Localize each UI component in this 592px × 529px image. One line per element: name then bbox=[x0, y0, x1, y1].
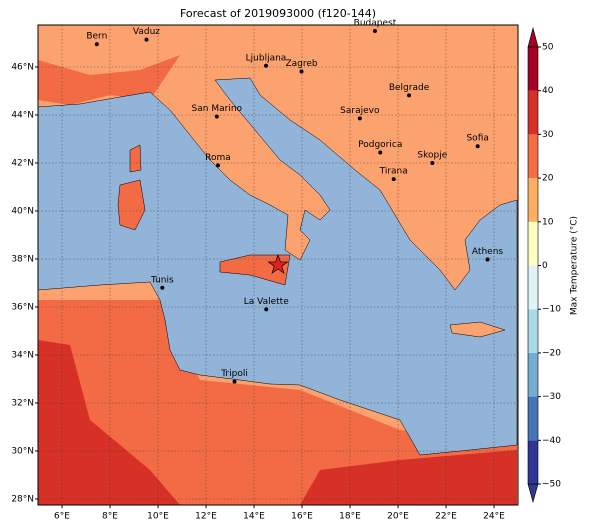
x-tick-label: 8°E bbox=[102, 512, 118, 522]
colorbar-tick-label: 40 bbox=[542, 86, 554, 96]
city-marker bbox=[264, 307, 269, 312]
city-label: Tunis bbox=[150, 275, 174, 285]
colorbar-tick-label: 10 bbox=[542, 217, 554, 227]
warm-zone bbox=[38, 55, 180, 105]
city-marker bbox=[475, 144, 480, 149]
colorbar-extend-bottom bbox=[527, 483, 539, 504]
x-tick-label: 14°E bbox=[243, 512, 265, 522]
y-tick-label: 32°N bbox=[11, 399, 34, 409]
city-marker bbox=[160, 285, 165, 290]
colorbar-segment bbox=[528, 178, 538, 222]
star-marker bbox=[267, 253, 289, 274]
colorbar-tick-label: 20 bbox=[542, 174, 554, 184]
sardinia bbox=[117, 179, 146, 231]
hot-zone bbox=[38, 340, 517, 505]
city-marker bbox=[94, 42, 99, 47]
city-marker bbox=[232, 379, 237, 384]
city-label: Sarajevo bbox=[340, 106, 380, 116]
city-marker bbox=[144, 37, 149, 42]
colorbar-tick-label: −10 bbox=[542, 305, 561, 315]
city-marker bbox=[264, 63, 268, 68]
colorbar-tick-label: −40 bbox=[542, 436, 561, 446]
x-tick-label: 10°E bbox=[147, 512, 169, 522]
title: Forecast of 2019093000 (f120-144) bbox=[180, 7, 376, 20]
crete bbox=[449, 321, 506, 338]
colorbar-segment bbox=[528, 221, 538, 266]
colorbar-segment bbox=[528, 134, 538, 179]
y-tick-label: 36°N bbox=[11, 303, 34, 313]
city-marker bbox=[372, 29, 377, 33]
y-tick-label: 44°N bbox=[11, 111, 34, 121]
x-tick-label: 12°E bbox=[195, 512, 217, 522]
city-label: Tirana bbox=[379, 167, 408, 177]
city-marker bbox=[391, 177, 396, 182]
y-tick-label: 42°N bbox=[11, 159, 34, 169]
x-tick-label: 20°E bbox=[387, 512, 409, 522]
city-label: Skopje bbox=[417, 151, 447, 161]
colorbar-segment bbox=[528, 396, 538, 441]
colorbar-segment bbox=[528, 352, 538, 397]
x-tick-label: 6°E bbox=[54, 512, 70, 522]
city-label: Budapest bbox=[354, 19, 397, 29]
colorbar-label: Max Temperature (°C) bbox=[570, 216, 580, 315]
city-marker bbox=[299, 69, 304, 74]
y-tick-label: 46°N bbox=[11, 63, 34, 73]
colorbar-segment bbox=[528, 90, 538, 135]
colorbar-tick-label: 30 bbox=[542, 130, 554, 140]
y-tick-label: 34°N bbox=[11, 351, 34, 361]
city-marker bbox=[357, 116, 362, 121]
colorbar-tick-label: 50 bbox=[542, 43, 554, 53]
y-tick-label: 28°N bbox=[11, 495, 34, 505]
y-tick-label: 38°N bbox=[11, 255, 34, 265]
colorbar-tick-label: 0 bbox=[542, 261, 548, 271]
x-tick-label: 22°E bbox=[435, 512, 457, 522]
colorbar-tick-label: −50 bbox=[542, 480, 561, 490]
city-label: Athens bbox=[472, 247, 503, 257]
colorbar-segment bbox=[528, 440, 538, 484]
city-label: Podgorica bbox=[358, 140, 402, 150]
colorbar-tick-label: −30 bbox=[542, 392, 561, 402]
colorbar-tick-label: −20 bbox=[542, 348, 561, 358]
colorbar-extend-top bbox=[527, 26, 539, 48]
city-marker bbox=[378, 150, 383, 155]
city-label: Tripoli bbox=[220, 369, 248, 379]
city-label: Vaduz bbox=[133, 27, 160, 37]
city-marker bbox=[407, 93, 412, 98]
city-marker bbox=[216, 163, 220, 168]
city-label: Bern bbox=[86, 32, 107, 42]
city-label: Sofia bbox=[466, 134, 488, 144]
city-label: Belgrade bbox=[389, 83, 430, 93]
city-label: Roma bbox=[205, 153, 231, 163]
city-label: Ljubljana bbox=[246, 53, 287, 63]
colorbar-segment bbox=[528, 47, 538, 91]
x-tick-label: 24°E bbox=[483, 512, 505, 522]
x-tick-label: 16°E bbox=[291, 512, 313, 522]
city-marker bbox=[485, 257, 490, 262]
colorbar-segment bbox=[528, 265, 538, 310]
city-label: San Marino bbox=[192, 104, 243, 114]
city-marker bbox=[214, 114, 219, 119]
colorbar-segment bbox=[528, 309, 538, 353]
map-frame bbox=[37, 24, 519, 506]
city-label: La Valette bbox=[244, 297, 289, 307]
city-label: Zagreb bbox=[285, 59, 317, 69]
corsica bbox=[129, 144, 142, 173]
x-tick-label: 18°E bbox=[339, 512, 361, 522]
y-tick-label: 40°N bbox=[11, 207, 34, 217]
city-marker bbox=[430, 161, 435, 165]
y-tick-label: 30°N bbox=[11, 447, 34, 457]
